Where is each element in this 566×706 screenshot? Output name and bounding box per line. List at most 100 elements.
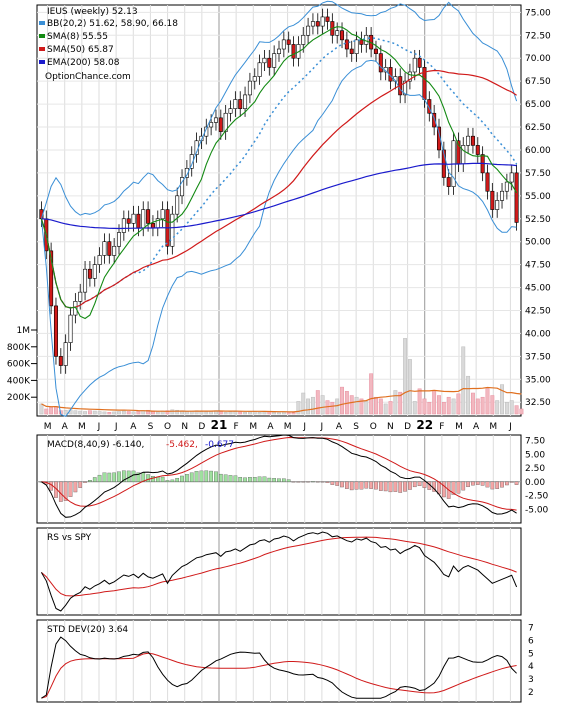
y-tick-label: 55.00 bbox=[525, 192, 551, 202]
volume-bar bbox=[49, 407, 54, 415]
macd-histogram-bar bbox=[388, 481, 393, 493]
y-tick-label: 70.00 bbox=[525, 54, 551, 64]
macd-histogram-bar bbox=[383, 481, 388, 492]
y-tick-label: 35.00 bbox=[525, 375, 551, 385]
macd-histogram-bar bbox=[185, 474, 189, 482]
y-tick-label: 67.50 bbox=[525, 77, 551, 87]
macd-histogram-bar bbox=[417, 481, 422, 487]
volume-bar bbox=[277, 412, 281, 415]
sma50-line bbox=[40, 69, 517, 309]
volume-bar bbox=[63, 409, 68, 415]
candle-body bbox=[68, 314, 73, 343]
x-tick-label: A bbox=[62, 422, 69, 432]
candle-body bbox=[461, 145, 466, 165]
candle-body bbox=[175, 195, 180, 215]
macd-histogram-bar bbox=[412, 481, 417, 488]
macd-histogram-bar bbox=[349, 481, 354, 491]
candle-body bbox=[49, 250, 54, 307]
x-tick-label: S bbox=[353, 422, 359, 432]
candle-body bbox=[310, 21, 315, 27]
volume-tick-label: 1M bbox=[17, 326, 31, 336]
legend-ema200: EMA(200) 58.08 bbox=[47, 58, 120, 68]
x-tick-label: D bbox=[198, 422, 205, 432]
macd-histogram-bar bbox=[262, 476, 267, 482]
macd-histogram-bar bbox=[345, 481, 349, 489]
volume-bar bbox=[441, 401, 446, 415]
volume-bar bbox=[374, 396, 378, 415]
candle-body bbox=[446, 177, 451, 187]
candle-body bbox=[136, 213, 141, 229]
ema200-line bbox=[41, 162, 517, 230]
candle-body bbox=[354, 39, 359, 54]
y-tick-label: 65.00 bbox=[525, 100, 551, 110]
macd-histogram-bar bbox=[291, 481, 296, 483]
candle-body bbox=[490, 190, 495, 210]
candle-body bbox=[184, 167, 189, 178]
x-tick-label: S bbox=[148, 422, 154, 432]
candle-body bbox=[126, 218, 131, 224]
volume-bar bbox=[83, 411, 88, 415]
candle-body bbox=[485, 172, 490, 192]
candle-body bbox=[58, 356, 63, 366]
volume-bar bbox=[422, 398, 427, 415]
volume-bar bbox=[500, 384, 504, 415]
std-average-line bbox=[41, 652, 517, 699]
macd-histogram-bar bbox=[223, 474, 228, 482]
legend-sma50: SMA(50) 65.87 bbox=[47, 45, 114, 55]
volume-bar bbox=[470, 392, 475, 415]
volume-bar bbox=[466, 375, 471, 415]
volume-bar bbox=[393, 390, 398, 415]
macd-signal-line bbox=[41, 436, 517, 511]
volume-bar bbox=[451, 398, 456, 415]
macd-histogram-bar bbox=[514, 481, 519, 485]
candle-body bbox=[320, 16, 325, 27]
candle-body bbox=[325, 16, 330, 22]
volume-bar bbox=[291, 412, 296, 415]
volume-bar bbox=[121, 410, 126, 415]
candle-body bbox=[412, 57, 417, 73]
volume-bar bbox=[456, 393, 461, 415]
volume-bar bbox=[204, 411, 209, 415]
y-tick-label: 47.50 bbox=[525, 261, 551, 271]
volume-bar bbox=[39, 403, 44, 415]
candle-body bbox=[213, 117, 218, 123]
macd-tick-label: 7.50 bbox=[525, 437, 545, 447]
candle-body bbox=[83, 268, 88, 293]
x-tick-label: D bbox=[404, 422, 411, 432]
y-tick-label: 37.50 bbox=[525, 352, 551, 362]
volume-bar bbox=[136, 410, 141, 415]
legend-swatch-sma8 bbox=[39, 34, 45, 38]
macd-panel-frame bbox=[36, 434, 522, 524]
volume-bar bbox=[301, 392, 306, 415]
volume-bar bbox=[247, 411, 252, 415]
candle-body bbox=[432, 112, 437, 128]
volume-bar bbox=[340, 386, 344, 415]
x-tick-label: N bbox=[181, 422, 188, 432]
candle-body bbox=[131, 213, 136, 224]
macd-histogram-bar bbox=[92, 477, 97, 482]
candle-body bbox=[349, 48, 354, 54]
candle-body bbox=[340, 30, 345, 41]
volume-bar bbox=[228, 411, 233, 415]
volume-bar bbox=[257, 412, 262, 415]
candle-body bbox=[403, 80, 408, 96]
macd-histogram-bar bbox=[500, 481, 504, 488]
macd-histogram-bar bbox=[136, 472, 141, 482]
candle-body bbox=[364, 34, 369, 45]
std-tick-label: 6 bbox=[528, 637, 534, 647]
candle-body bbox=[160, 209, 165, 220]
volume-bar bbox=[107, 412, 112, 415]
macd-histogram-bar bbox=[461, 481, 466, 491]
candle-body bbox=[141, 209, 146, 229]
volume-bar bbox=[112, 411, 117, 415]
candle-body bbox=[470, 135, 475, 146]
macd-histogram-bar bbox=[495, 481, 500, 489]
macd-histogram-bar bbox=[286, 479, 291, 482]
candle-body bbox=[238, 99, 243, 109]
watermark: OptionChance.com bbox=[45, 72, 131, 82]
macd-histogram-bar bbox=[408, 481, 412, 490]
volume-bar bbox=[446, 396, 451, 415]
grid-layer bbox=[37, 5, 521, 702]
candle-body bbox=[466, 135, 471, 146]
macd-line bbox=[41, 434, 517, 518]
